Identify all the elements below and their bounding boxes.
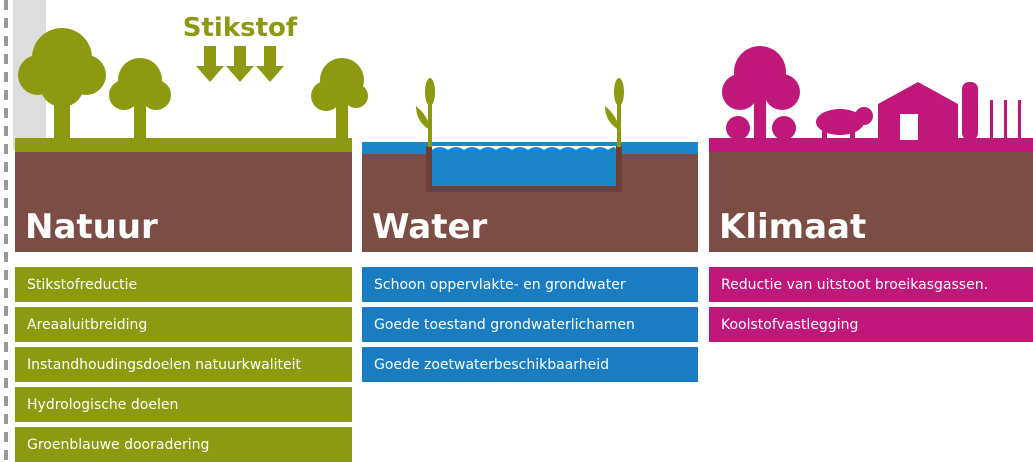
infographic: Stikstof Natuur Stikstofreductie Areaaluit… [0, 0, 1033, 462]
pool-water [432, 154, 616, 186]
item-label: Reductie van uitstoot broeikasgassen. [721, 277, 988, 293]
item-label: Goede toestand grondwaterlichamen [374, 317, 635, 333]
column-title: Water [372, 207, 488, 247]
item-label: Koolstofvastlegging [721, 317, 858, 333]
item-label: Instandhoudingsdoelen natuurkwaliteit [27, 357, 302, 373]
nitrogen-label: Stikstof [183, 13, 298, 43]
column-title: Klimaat [719, 207, 866, 247]
column-title: Natuur [25, 207, 158, 247]
item-label: Goede zoetwaterbeschikbaarheid [374, 357, 609, 373]
nature-scene [15, 28, 368, 152]
climate-scene [709, 46, 1033, 152]
item-label: Hydrologische doelen [27, 397, 178, 413]
item-label: Schoon oppervlakte- en grondwater [374, 277, 626, 293]
item-label: Stikstofreductie [27, 277, 137, 293]
item-label: Groenblauwe dooradering [27, 437, 209, 453]
item-label: Areaaluitbreiding [27, 317, 147, 333]
